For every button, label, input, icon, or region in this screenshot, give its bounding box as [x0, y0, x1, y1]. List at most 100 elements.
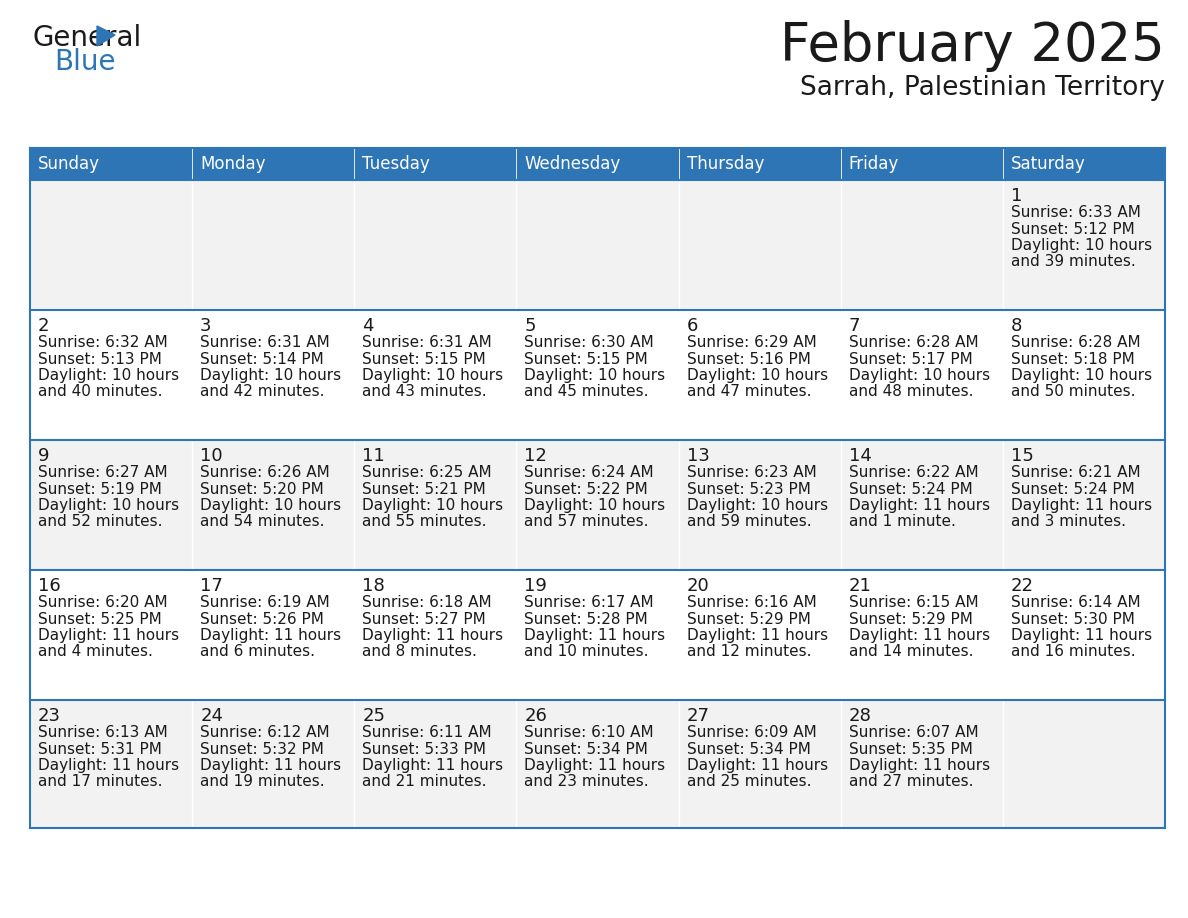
- Text: Sunrise: 6:25 AM: Sunrise: 6:25 AM: [362, 465, 492, 480]
- Text: Sunset: 5:31 PM: Sunset: 5:31 PM: [38, 742, 162, 756]
- Text: Sunset: 5:29 PM: Sunset: 5:29 PM: [848, 611, 973, 626]
- Bar: [30, 148, 192, 180]
- Text: 19: 19: [524, 577, 548, 595]
- Bar: [678, 310, 841, 440]
- Text: 15: 15: [1011, 447, 1034, 465]
- Text: 23: 23: [38, 707, 61, 725]
- Text: Sunrise: 6:29 AM: Sunrise: 6:29 AM: [687, 335, 816, 350]
- Text: 14: 14: [848, 447, 872, 465]
- Text: 24: 24: [200, 707, 223, 725]
- Text: February 2025: February 2025: [781, 20, 1165, 72]
- Text: Sunset: 5:15 PM: Sunset: 5:15 PM: [524, 352, 649, 366]
- Text: Sunrise: 6:17 AM: Sunrise: 6:17 AM: [524, 595, 655, 610]
- Text: Daylight: 10 hours: Daylight: 10 hours: [1011, 238, 1152, 253]
- Text: Daylight: 10 hours: Daylight: 10 hours: [362, 368, 504, 383]
- Text: Sunrise: 6:20 AM: Sunrise: 6:20 AM: [38, 595, 168, 610]
- Bar: [192, 148, 354, 180]
- Text: Saturday: Saturday: [1011, 155, 1086, 173]
- Text: and 39 minutes.: and 39 minutes.: [1011, 254, 1136, 270]
- Text: Sunset: 5:22 PM: Sunset: 5:22 PM: [524, 482, 649, 497]
- Bar: [30, 700, 192, 828]
- Text: Sunset: 5:33 PM: Sunset: 5:33 PM: [362, 742, 486, 756]
- Text: and 45 minutes.: and 45 minutes.: [524, 385, 649, 399]
- Text: Daylight: 10 hours: Daylight: 10 hours: [524, 368, 665, 383]
- Text: Daylight: 10 hours: Daylight: 10 hours: [38, 498, 179, 513]
- Text: Sunrise: 6:33 AM: Sunrise: 6:33 AM: [1011, 205, 1140, 220]
- Text: Sunrise: 6:32 AM: Sunrise: 6:32 AM: [38, 335, 168, 350]
- Text: 11: 11: [362, 447, 385, 465]
- Text: Sunrise: 6:18 AM: Sunrise: 6:18 AM: [362, 595, 492, 610]
- Text: 21: 21: [848, 577, 872, 595]
- Text: Sunset: 5:19 PM: Sunset: 5:19 PM: [38, 482, 162, 497]
- Text: and 52 minutes.: and 52 minutes.: [38, 514, 163, 530]
- Text: Daylight: 11 hours: Daylight: 11 hours: [524, 628, 665, 643]
- Bar: [354, 570, 517, 700]
- Bar: [517, 310, 678, 440]
- Text: Sunset: 5:32 PM: Sunset: 5:32 PM: [200, 742, 324, 756]
- Bar: [517, 180, 678, 310]
- Bar: [841, 180, 1003, 310]
- Text: Sunrise: 6:16 AM: Sunrise: 6:16 AM: [687, 595, 816, 610]
- Bar: [678, 440, 841, 570]
- Text: Sunrise: 6:09 AM: Sunrise: 6:09 AM: [687, 725, 816, 740]
- Text: Blue: Blue: [53, 48, 115, 76]
- Text: Daylight: 10 hours: Daylight: 10 hours: [200, 498, 341, 513]
- Text: 22: 22: [1011, 577, 1034, 595]
- Text: Daylight: 11 hours: Daylight: 11 hours: [200, 628, 341, 643]
- Text: 6: 6: [687, 317, 697, 335]
- Text: and 43 minutes.: and 43 minutes.: [362, 385, 487, 399]
- Text: 9: 9: [38, 447, 50, 465]
- Bar: [30, 310, 192, 440]
- Text: Daylight: 11 hours: Daylight: 11 hours: [38, 758, 179, 773]
- Text: Sunrise: 6:27 AM: Sunrise: 6:27 AM: [38, 465, 168, 480]
- Text: Sunrise: 6:30 AM: Sunrise: 6:30 AM: [524, 335, 655, 350]
- Text: and 54 minutes.: and 54 minutes.: [200, 514, 324, 530]
- Text: Daylight: 11 hours: Daylight: 11 hours: [848, 758, 990, 773]
- Text: Daylight: 11 hours: Daylight: 11 hours: [848, 498, 990, 513]
- Text: 10: 10: [200, 447, 223, 465]
- Text: Sunset: 5:18 PM: Sunset: 5:18 PM: [1011, 352, 1135, 366]
- Text: 27: 27: [687, 707, 709, 725]
- Text: Sunrise: 6:28 AM: Sunrise: 6:28 AM: [848, 335, 979, 350]
- Text: Sunrise: 6:24 AM: Sunrise: 6:24 AM: [524, 465, 655, 480]
- Bar: [192, 180, 354, 310]
- Text: Daylight: 10 hours: Daylight: 10 hours: [200, 368, 341, 383]
- Text: and 4 minutes.: and 4 minutes.: [38, 644, 153, 659]
- Text: Sunrise: 6:13 AM: Sunrise: 6:13 AM: [38, 725, 168, 740]
- Text: Sunset: 5:12 PM: Sunset: 5:12 PM: [1011, 221, 1135, 237]
- Text: Sunrise: 6:11 AM: Sunrise: 6:11 AM: [362, 725, 492, 740]
- Text: Sunrise: 6:14 AM: Sunrise: 6:14 AM: [1011, 595, 1140, 610]
- Bar: [354, 310, 517, 440]
- Text: Daylight: 11 hours: Daylight: 11 hours: [1011, 498, 1152, 513]
- Text: 5: 5: [524, 317, 536, 335]
- Text: and 23 minutes.: and 23 minutes.: [524, 775, 649, 789]
- Bar: [1003, 310, 1165, 440]
- Text: and 50 minutes.: and 50 minutes.: [1011, 385, 1136, 399]
- Text: and 6 minutes.: and 6 minutes.: [200, 644, 315, 659]
- Text: Tuesday: Tuesday: [362, 155, 430, 173]
- Text: 3: 3: [200, 317, 211, 335]
- Text: Friday: Friday: [848, 155, 899, 173]
- Text: Sunrise: 6:15 AM: Sunrise: 6:15 AM: [848, 595, 979, 610]
- Bar: [841, 570, 1003, 700]
- Text: Sunrise: 6:21 AM: Sunrise: 6:21 AM: [1011, 465, 1140, 480]
- Text: 13: 13: [687, 447, 709, 465]
- Bar: [841, 440, 1003, 570]
- Text: Sunrise: 6:07 AM: Sunrise: 6:07 AM: [848, 725, 979, 740]
- Text: and 8 minutes.: and 8 minutes.: [362, 644, 478, 659]
- Text: and 17 minutes.: and 17 minutes.: [38, 775, 163, 789]
- Text: and 3 minutes.: and 3 minutes.: [1011, 514, 1126, 530]
- Text: Daylight: 10 hours: Daylight: 10 hours: [38, 368, 179, 383]
- Text: Sunset: 5:23 PM: Sunset: 5:23 PM: [687, 482, 810, 497]
- Text: Sunset: 5:35 PM: Sunset: 5:35 PM: [848, 742, 973, 756]
- Text: 28: 28: [848, 707, 872, 725]
- Text: Daylight: 11 hours: Daylight: 11 hours: [362, 628, 504, 643]
- Text: and 59 minutes.: and 59 minutes.: [687, 514, 811, 530]
- Text: Daylight: 10 hours: Daylight: 10 hours: [848, 368, 990, 383]
- Bar: [1003, 700, 1165, 828]
- Text: and 55 minutes.: and 55 minutes.: [362, 514, 487, 530]
- Text: 4: 4: [362, 317, 374, 335]
- Text: Sunset: 5:24 PM: Sunset: 5:24 PM: [848, 482, 973, 497]
- Bar: [192, 700, 354, 828]
- Text: Sunset: 5:34 PM: Sunset: 5:34 PM: [524, 742, 649, 756]
